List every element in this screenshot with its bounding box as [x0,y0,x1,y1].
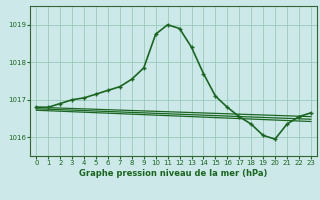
X-axis label: Graphe pression niveau de la mer (hPa): Graphe pression niveau de la mer (hPa) [79,169,268,178]
